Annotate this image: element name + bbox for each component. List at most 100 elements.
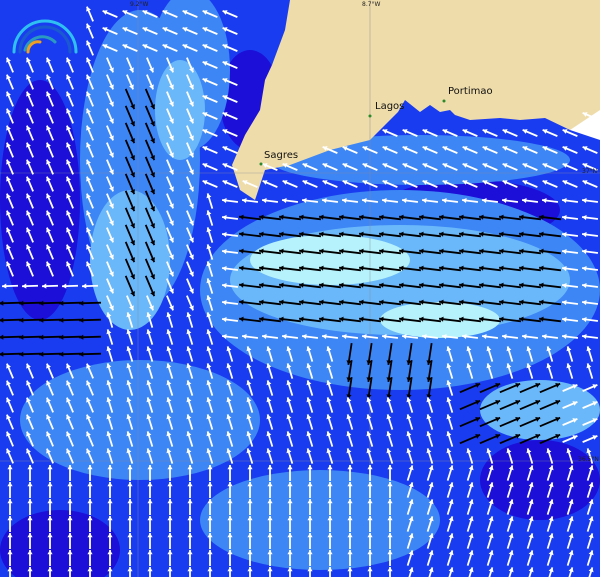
arrow-head [66,448,71,454]
arrow-head [86,380,91,386]
arrow-head [362,333,367,340]
arrow-head [109,101,114,107]
arrow-head [122,10,128,15]
arrow-head [126,329,132,335]
arrow-head [582,333,587,340]
arrow-head [442,333,447,340]
arrow-head [146,397,152,403]
arrow-head [568,465,574,471]
arrow-head [130,172,135,178]
arrow-head [539,316,544,322]
lat-label-top: 37°N [582,168,598,175]
arrow-head [222,78,228,83]
arrow-head [166,329,172,335]
arrow-head [66,431,71,437]
arrow-head [189,305,194,311]
arrow-head [146,414,152,420]
arrow-head [26,431,31,437]
arrow-head [439,231,444,237]
arrow-head [508,516,514,522]
arrow-head [206,380,212,386]
arrow-head [287,533,293,538]
arrow-head [386,414,392,420]
arrow-head [27,482,33,487]
arrow-head [502,129,508,134]
arrow-head [367,516,373,521]
arrow-head [592,401,598,406]
arrow-head [109,254,114,260]
arrow-head [47,550,53,555]
arrow-head [267,516,273,521]
arrow-head [582,282,587,289]
arrow-head [222,282,227,289]
arrow-head [586,346,592,352]
arrow-head [186,346,192,352]
city-label-portimao: Portimao [448,86,493,97]
arrow-head [475,417,481,422]
arrow-head [147,465,153,470]
arrow-head [542,146,548,151]
arrow-head [86,74,91,80]
arrow-head [526,346,532,352]
arrow-head [27,516,33,521]
arrow-head [539,299,544,305]
arrow-head [206,244,212,250]
arrow-head [7,567,13,572]
arrow-head [227,550,233,555]
arrow-head [299,316,304,322]
arrow-head [202,95,208,100]
arrow-head [542,197,547,204]
arrow-head [226,431,232,437]
arrow-head [439,282,444,288]
arrow-head [548,550,554,556]
arrow-head [399,214,404,220]
arrow-head [109,237,114,243]
arrow-head [446,397,452,403]
arrow-head [149,67,154,73]
arrow-head [339,299,344,305]
arrow-head [42,283,47,289]
arrow-head [126,431,132,437]
arrow-head [86,125,91,131]
arrow-head [408,465,414,471]
arrow-head [86,210,91,216]
arrow-head [106,380,112,386]
arrow-head [226,448,232,454]
arrow-head [406,394,412,399]
arrow-head [522,197,527,204]
arrow-head [109,135,114,141]
arrow-head [166,397,172,403]
arrow-head [149,305,154,311]
arrow-head [446,414,452,420]
arrow-head [59,300,64,306]
arrow-head [222,44,228,49]
arrow-head [499,214,504,220]
arrow-head [419,316,424,322]
arrow-head [528,516,534,522]
arrow-head [109,186,114,192]
arrow-head [346,397,352,403]
arrow-head [67,482,73,487]
arrow-head [7,550,13,555]
arrow-head [202,27,208,32]
arrow-head [327,567,333,572]
arrow-head [206,397,212,403]
arrow-head [222,129,228,134]
arrow-head [106,431,112,437]
arrow-head [426,394,432,399]
arrow-head [299,231,304,237]
arrow-head [239,316,244,322]
arrow-head [546,448,552,454]
arrow-head [59,351,64,357]
arrow-head [0,351,4,357]
arrow-head [166,431,172,437]
arrow-head [399,265,404,271]
arrow-head [588,516,594,522]
arrow-head [169,169,174,175]
arrow-head [6,363,11,369]
arrow-head [379,214,384,220]
arrow-head [6,431,11,437]
arrow-head [387,499,393,504]
